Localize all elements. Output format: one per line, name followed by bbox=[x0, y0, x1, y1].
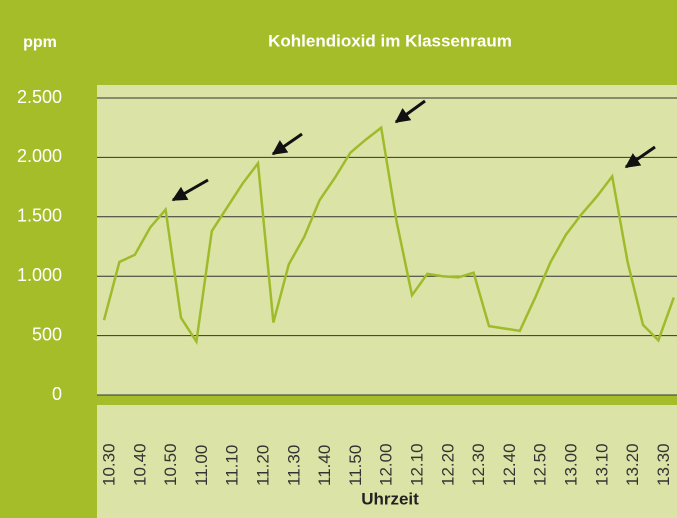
x-axis-label: Uhrzeit bbox=[361, 489, 419, 508]
x-tick-label: 11.20 bbox=[253, 445, 272, 486]
arrow bbox=[624, 145, 656, 169]
x-tick-label: 13.00 bbox=[561, 443, 580, 486]
x-tick-label: 13.30 bbox=[654, 443, 673, 486]
chart-title: Kohlendioxid im Klassenraum bbox=[268, 31, 512, 50]
x-tick-label: 11.40 bbox=[315, 445, 334, 486]
x-tick-label: 12.00 bbox=[377, 443, 396, 486]
x-tick-label: 11.50 bbox=[346, 445, 365, 486]
x-tick-label: 10.30 bbox=[99, 443, 118, 486]
line bbox=[102, 125, 675, 346]
x-tick-label: 13.10 bbox=[592, 443, 611, 486]
y-tick-label: 2.500 bbox=[17, 87, 62, 107]
y-tick-label: 0 bbox=[52, 384, 62, 404]
y-tick-label: 500 bbox=[32, 324, 62, 344]
x-label-area bbox=[97, 405, 677, 518]
x-tick-label: 10.50 bbox=[161, 443, 180, 486]
plot-area bbox=[97, 85, 677, 395]
x-tick-label: 11.10 bbox=[223, 445, 242, 486]
y-tick-label: 1.500 bbox=[17, 206, 62, 226]
x-tick-label: 11.30 bbox=[284, 445, 303, 486]
y-tick-label: 1.000 bbox=[17, 265, 62, 285]
x-tick-label: 13.20 bbox=[623, 443, 642, 486]
arrow bbox=[394, 99, 426, 124]
x-tick-label: 11.00 bbox=[192, 445, 211, 486]
arrow bbox=[271, 132, 303, 156]
x-tick-label: 12.50 bbox=[531, 443, 550, 486]
y-axis-label: ppm bbox=[23, 34, 57, 51]
y-tick-label: 2.000 bbox=[17, 146, 62, 166]
x-tick-label: 12.10 bbox=[407, 443, 426, 486]
x-tick-label: 10.40 bbox=[130, 443, 149, 486]
x-tick-label: 12.20 bbox=[438, 443, 457, 486]
x-tick-label: 12.30 bbox=[469, 443, 488, 486]
arrows bbox=[171, 99, 656, 202]
arrow bbox=[171, 178, 209, 202]
x-tick-label: 12.40 bbox=[500, 443, 519, 486]
